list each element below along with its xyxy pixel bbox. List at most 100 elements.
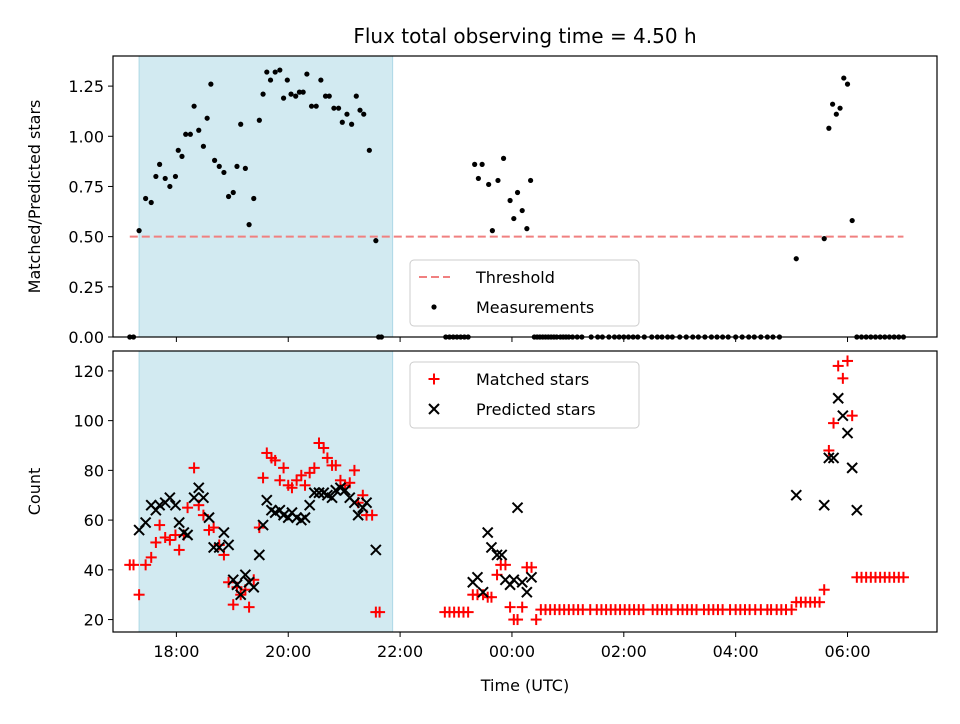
predicted-point	[790, 489, 802, 501]
matched-point	[154, 519, 166, 531]
predicted-point	[348, 496, 361, 509]
matched-point	[173, 544, 185, 556]
measurement-point	[357, 107, 363, 113]
measurement-point	[148, 199, 154, 206]
measurement-point	[212, 157, 218, 163]
measurement-point	[200, 143, 207, 149]
predicted-point	[339, 484, 351, 496]
measurement-point	[519, 207, 525, 214]
x-tick-label: 22:00	[377, 642, 423, 661]
measurement-point	[280, 95, 287, 101]
bottom-legend: Matched stars Predicted stars	[409, 361, 640, 429]
predicted-point	[326, 492, 338, 504]
matched-point	[140, 559, 152, 571]
predicted-point	[827, 452, 840, 464]
y-tick-label: 120	[73, 362, 104, 381]
predicted-point	[477, 586, 489, 598]
top-y-axis-label: Matched/Predicted stars	[25, 100, 44, 294]
top-axes-frame	[112, 55, 938, 338]
predicted-point	[352, 509, 364, 521]
measurement-point	[322, 93, 329, 99]
predicted-point	[818, 499, 830, 511]
measurement-point	[288, 91, 294, 97]
measurement-point	[495, 177, 501, 184]
predicted-point	[193, 482, 205, 494]
predicted-point	[521, 586, 533, 598]
measurement-point	[175, 147, 181, 153]
measurement-point	[187, 131, 193, 137]
predicted-point	[837, 409, 849, 422]
measurement-point	[296, 89, 303, 95]
measurement-point	[500, 155, 507, 161]
measurement-point	[204, 115, 210, 121]
matched-point	[321, 452, 333, 464]
measurement-point	[361, 111, 367, 117]
predicted-point	[164, 492, 176, 504]
measurement-point	[833, 111, 839, 117]
legend-box	[409, 361, 640, 429]
x-tick-label: 20:00	[265, 642, 311, 661]
matched-point	[299, 479, 311, 491]
matched-point	[846, 410, 858, 422]
predicted-point	[360, 496, 373, 509]
legend-label: Predicted stars	[476, 400, 596, 419]
predicted-point	[234, 588, 247, 601]
matched-point	[348, 464, 360, 476]
matched-point	[145, 551, 157, 563]
matched-point	[330, 459, 342, 471]
measurement-point	[260, 91, 266, 97]
matched-point	[286, 482, 298, 494]
y-tick-label: 0.75	[68, 177, 104, 196]
y-tick-label: 1.00	[68, 127, 104, 146]
measurement-point	[167, 183, 173, 190]
predicted-point	[231, 579, 243, 591]
matched-point	[462, 606, 474, 618]
measurement-point	[272, 69, 278, 75]
predicted-point	[173, 516, 185, 529]
legend-measurement-swatch	[431, 304, 437, 310]
matched-point	[150, 536, 162, 548]
top-legend: Threshold Measurements	[409, 259, 640, 327]
y-tick-label: 40	[84, 561, 104, 580]
legend-label: Matched stars	[476, 370, 589, 389]
measurement-point	[524, 226, 530, 232]
measurement-point	[849, 217, 855, 224]
predicted-point	[303, 499, 316, 511]
measurement-point	[527, 177, 534, 184]
x-tick-label: 04:00	[713, 642, 759, 661]
chart-title: Flux total observing time = 4.50 h	[353, 24, 696, 48]
measurement-point	[246, 222, 252, 228]
predicted-point	[841, 427, 854, 439]
y-tick-label: 100	[73, 412, 104, 431]
predicted-point	[261, 494, 273, 506]
measurement-point	[511, 215, 517, 222]
measurement-point	[277, 67, 283, 73]
matched-point	[274, 474, 286, 486]
measurement-point	[366, 147, 372, 153]
predicted-point	[485, 541, 498, 554]
measurement-point	[353, 93, 359, 99]
bottom-panel: 20 40 60 80 100 120 18:00 20:00 22:00 00:00 02:00 0…	[25, 350, 938, 695]
predicted-point	[139, 516, 152, 529]
predicted-point	[218, 526, 230, 539]
predicted-point	[188, 492, 200, 504]
matched-point	[786, 604, 798, 616]
y-tick-label: 0.25	[68, 278, 104, 297]
measurement-point	[196, 127, 202, 133]
predicted-point	[203, 511, 215, 524]
predicted-point	[308, 487, 321, 499]
y-tick-label: 80	[84, 461, 104, 480]
legend-label: Measurements	[476, 298, 594, 317]
predicted-point	[495, 549, 508, 561]
measurement-point	[221, 169, 227, 176]
measurement-point	[844, 81, 851, 87]
measurement-point	[284, 77, 290, 83]
matched-point	[227, 599, 239, 611]
predicted-point	[169, 499, 182, 511]
matched-point	[842, 355, 854, 367]
x-tick-label: 02:00	[601, 642, 647, 661]
measurement-point	[475, 175, 481, 182]
measurement-point	[479, 161, 485, 167]
measurement-point	[507, 197, 513, 204]
